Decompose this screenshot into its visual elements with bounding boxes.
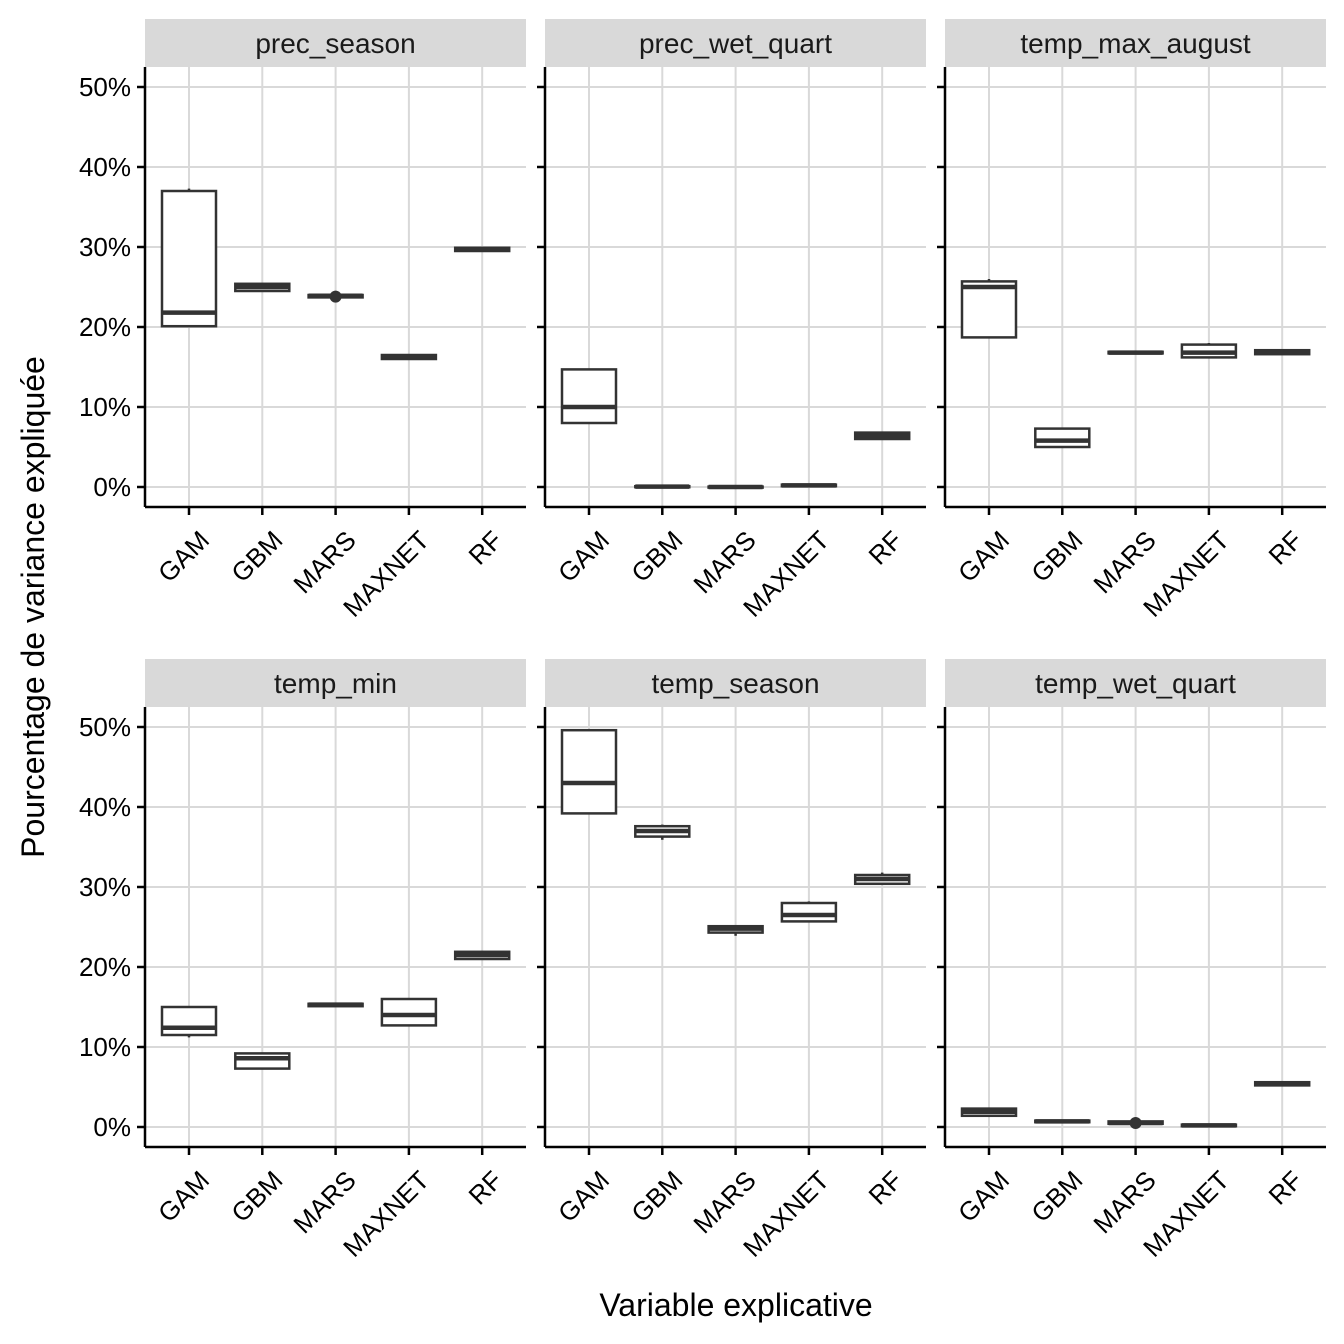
y-tick-label: 20% — [79, 312, 131, 342]
x-tick-label: RF — [1263, 1165, 1309, 1211]
y-tick-label: 30% — [79, 872, 131, 902]
y-tick-label: 40% — [79, 792, 131, 822]
box-RF — [453, 246, 511, 253]
panel-strip — [545, 659, 926, 707]
panel-title: temp_min — [274, 668, 397, 699]
y-axis-title: Pourcentage de variance expliquée — [15, 356, 51, 858]
x-tick-label: GBM — [225, 1165, 288, 1228]
box-GBM — [634, 824, 691, 840]
x-tick-label: GAM — [952, 1165, 1015, 1228]
y-tick-label: 10% — [79, 1032, 131, 1062]
panel-strip — [545, 19, 926, 67]
x-tick-label: RF — [463, 1165, 509, 1211]
panel-title: temp_season — [651, 668, 819, 699]
panel-title: temp_wet_quart — [1035, 668, 1236, 699]
x-tick-label: GAM — [952, 525, 1015, 588]
box-GAM — [960, 1107, 1018, 1118]
x-tick-label: GBM — [625, 525, 688, 588]
box-GAM — [960, 279, 1018, 339]
x-tick-label: GAM — [552, 1165, 615, 1228]
box-rect — [380, 997, 438, 1027]
box-RF — [1253, 348, 1311, 356]
box-rect — [780, 901, 838, 923]
box-RF — [453, 950, 511, 961]
box-RF — [1253, 1080, 1311, 1087]
outlier-point — [329, 290, 342, 303]
box-MAXNET — [780, 901, 838, 923]
x-tick-label: GBM — [1025, 525, 1088, 588]
x-tick-label: GBM — [225, 525, 288, 588]
box-MAXNET — [780, 483, 838, 488]
panel-title: prec_wet_quart — [639, 28, 832, 59]
box-MAXNET — [380, 353, 438, 361]
panel-title: temp_max_august — [1020, 28, 1251, 59]
y-tick-label: 0% — [93, 1112, 131, 1142]
box-RF — [853, 431, 911, 441]
box-GBM — [1034, 427, 1091, 449]
x-tick-label: RF — [463, 525, 509, 571]
x-tick-label: RF — [1263, 525, 1309, 571]
x-tick-label: RF — [863, 1165, 909, 1211]
box-RF — [853, 872, 911, 886]
y-tick-label: 50% — [79, 712, 131, 742]
box-GAM — [560, 728, 618, 815]
box-rect — [234, 1052, 291, 1070]
panel-strip — [945, 19, 1326, 67]
box-MAXNET — [1180, 1123, 1238, 1128]
box-rect — [160, 189, 218, 328]
panel-strip — [945, 659, 1326, 707]
panel-title: prec_season — [255, 28, 415, 59]
box-MARS — [707, 484, 764, 490]
x-tick-label: GBM — [625, 1165, 688, 1228]
box-rect — [160, 1005, 218, 1037]
box-MARS — [1107, 350, 1164, 355]
box-MARS — [307, 1002, 364, 1008]
y-tick-label: 20% — [79, 952, 131, 982]
x-tick-label: GBM — [1025, 1165, 1088, 1228]
x-tick-label: GAM — [152, 1165, 215, 1228]
box-GBM — [634, 484, 691, 489]
panel-strip — [145, 19, 526, 67]
box-rect — [1034, 427, 1091, 449]
box-MARS — [307, 290, 364, 303]
y-tick-label: 30% — [79, 232, 131, 262]
box-rect — [560, 368, 618, 425]
y-tick-label: 10% — [79, 392, 131, 422]
x-tick-label: GAM — [152, 525, 215, 588]
box-GAM — [160, 188, 218, 328]
box-MARS — [1107, 1117, 1164, 1129]
box-GAM — [560, 368, 618, 425]
box-rect — [560, 728, 618, 815]
y-tick-label: 40% — [79, 152, 131, 182]
x-axis-title: Variable explicative — [599, 1287, 872, 1323]
box-GAM — [160, 1005, 218, 1038]
box-MAXNET — [1180, 343, 1238, 359]
outlier-point — [1129, 1117, 1142, 1129]
box-MAXNET — [380, 997, 438, 1027]
box-GBM — [1034, 1119, 1091, 1124]
panel-strip — [145, 659, 526, 707]
box-GBM — [234, 1052, 291, 1070]
box-MARS — [707, 924, 764, 936]
y-tick-label: 0% — [93, 472, 131, 502]
box-GBM — [234, 282, 291, 293]
y-tick-label: 50% — [79, 72, 131, 102]
x-tick-label: GAM — [552, 525, 615, 588]
x-tick-label: RF — [863, 525, 909, 571]
box-rect — [960, 280, 1018, 339]
